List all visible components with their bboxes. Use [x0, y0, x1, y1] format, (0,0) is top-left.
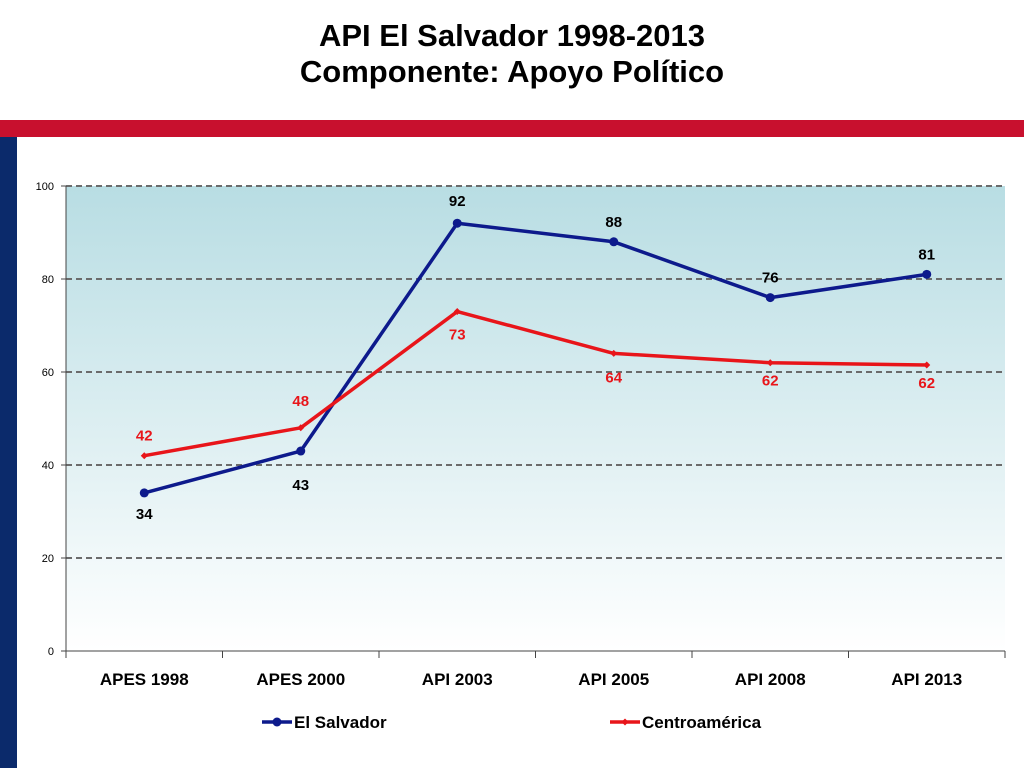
data-point — [296, 446, 306, 456]
data-point — [140, 452, 148, 460]
data-point — [453, 308, 461, 316]
x-tick-label: APES 1998 — [100, 670, 189, 689]
y-tick-label: 40 — [42, 460, 54, 472]
x-tick-label: API 2013 — [891, 670, 962, 689]
legend-label: El Salvador — [294, 713, 387, 732]
x-tick-label: API 2005 — [578, 670, 649, 689]
data-point — [609, 237, 619, 247]
data-point — [923, 361, 931, 369]
data-label: 88 — [605, 214, 622, 231]
data-point — [766, 359, 774, 367]
header-red-band — [0, 120, 1024, 137]
plot-area — [66, 186, 1005, 651]
legend-swatch-marker — [621, 718, 629, 726]
series-line-el-salvador — [143, 221, 928, 495]
legend-label: Centroamérica — [642, 713, 762, 732]
x-tick-label: API 2003 — [422, 670, 493, 689]
y-tick-label: 20 — [42, 553, 54, 565]
data-point — [452, 218, 462, 228]
data-label: 43 — [292, 477, 309, 494]
y-tick-label: 80 — [42, 274, 54, 286]
data-point — [765, 293, 775, 303]
data-label: 64 — [605, 369, 622, 386]
data-label: 92 — [449, 193, 466, 210]
y-tick-label: 100 — [36, 181, 54, 193]
left-blue-sidebar — [0, 137, 17, 768]
data-label: 73 — [449, 327, 466, 344]
data-point — [297, 424, 305, 432]
y-tick-label: 60 — [42, 367, 54, 379]
series-line-centroamerica — [143, 309, 927, 458]
data-label: 62 — [918, 375, 935, 392]
data-label: 81 — [918, 246, 935, 263]
x-tick-label: API 2008 — [735, 670, 806, 689]
data-label: 34 — [136, 506, 153, 523]
data-point — [610, 349, 618, 357]
title-line-2: Componente: Apoyo Político — [299, 54, 725, 89]
data-label: 62 — [762, 373, 779, 390]
slide-title: API El Salvador 1998-2013 Componente: Ap… — [0, 18, 1024, 90]
y-tick-label: 0 — [48, 646, 54, 658]
data-point — [139, 488, 149, 498]
data-label: 76 — [762, 270, 779, 287]
data-point — [922, 269, 932, 279]
x-tick-label: APES 2000 — [256, 670, 345, 689]
legend-swatch-marker — [272, 717, 282, 727]
data-label: 48 — [292, 393, 309, 410]
title-line-1: API El Salvador 1998-2013 — [318, 18, 705, 53]
data-label: 42 — [136, 428, 153, 445]
